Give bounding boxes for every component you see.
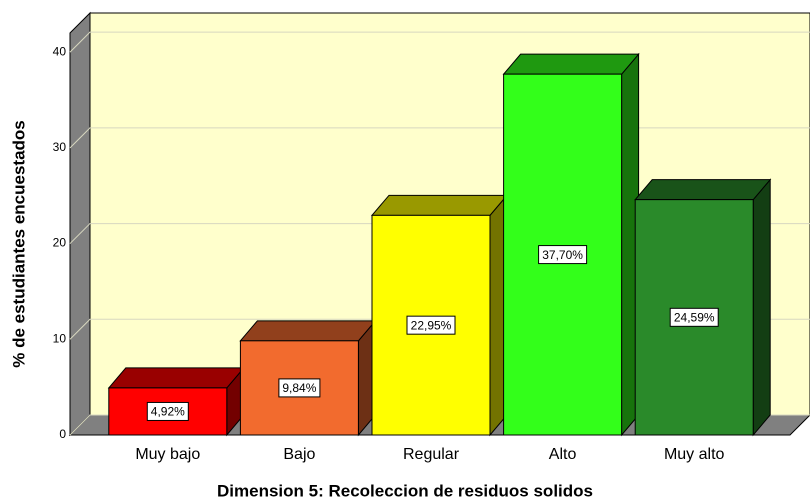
value-label-box [278, 378, 321, 398]
y-tick-label: 10 [53, 331, 67, 345]
value-label-box [146, 401, 189, 421]
x-tick-label: Alto [549, 446, 577, 463]
value-label-box [538, 245, 588, 265]
y-axis-title: % de estudiantes encuestados [9, 120, 28, 368]
y-tick-label: 30 [53, 140, 67, 154]
value-label: 9,84% [282, 381, 316, 395]
bar-top [634, 179, 772, 201]
value-label: 22,95% [411, 318, 452, 332]
x-axis-title: Dimension 5: Recoleccion de residuos sol… [217, 481, 593, 500]
x-tick-label: Bajo [283, 446, 315, 463]
value-label: 37,70% [542, 248, 583, 262]
bar-top [239, 320, 377, 342]
value-label-box [669, 307, 719, 327]
grid-line [69, 31, 810, 53]
y-tick-label: 40 [53, 44, 67, 58]
value-label-box [406, 315, 456, 335]
bar-top [370, 194, 509, 216]
value-label: 4,92% [151, 405, 185, 419]
y-tick-label: 0 [59, 427, 66, 441]
bar-top [107, 367, 245, 389]
x-tick-label: Regular [403, 446, 460, 463]
bar-side [752, 178, 771, 437]
value-label: 24,59% [674, 310, 715, 324]
left-wall [69, 11, 91, 437]
x-tick-label: Muy alto [664, 446, 725, 463]
x-tick-label: Muy bajo [135, 446, 200, 463]
y-tick-label: 20 [53, 236, 67, 250]
bar-top [502, 53, 640, 75]
